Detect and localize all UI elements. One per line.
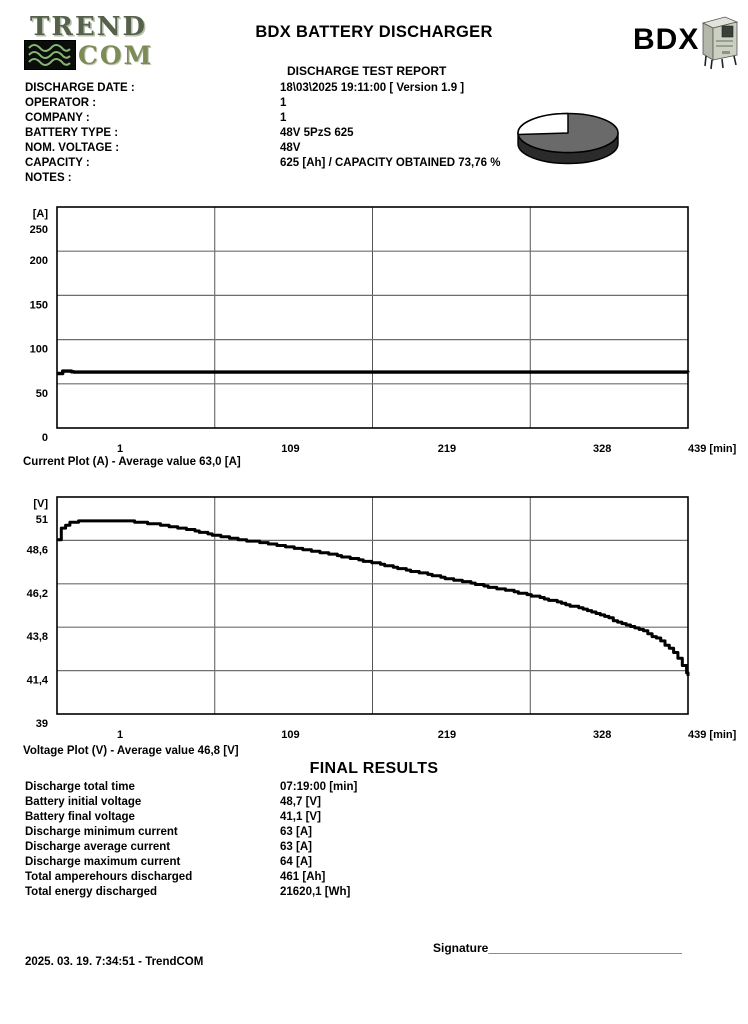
bdx-device-image (698, 14, 740, 75)
result-label: Total amperehours discharged (25, 871, 193, 883)
svg-text:439 [min]: 439 [min] (688, 729, 737, 741)
voltage-plot-chart: [V] 51 48,6 46,2 43,8 41,4 39 1 109 219 328 439 [mi… (27, 496, 737, 741)
info-value: 625 [Ah] / CAPACITY OBTAINED 73,76 % (280, 157, 501, 169)
current-plot-chart: [A] 250 200 150 100 50 0 1 109 219 328 439 [min] (30, 206, 737, 455)
info-row-company: COMPANY : 1 (25, 111, 500, 126)
svg-text:1: 1 (117, 729, 123, 741)
info-row-battery-type: BATTERY TYPE : 48V 5PzS 625 (25, 126, 500, 141)
voltage-plot-caption: Voltage Plot (V) - Average value 46,8 [V… (23, 745, 239, 757)
info-label: COMPANY : (25, 112, 90, 124)
signature-line: Signature_____________________________ (433, 941, 682, 955)
result-row-total-time: Discharge total time 07:19:00 [min] (25, 780, 357, 795)
svg-text:1: 1 (117, 443, 123, 455)
report-info-table: DISCHARGE DATE : 18\03\2025 19:11:00 [ Ve… (25, 81, 500, 186)
svg-text:328: 328 (593, 729, 611, 741)
svg-text:[V]: [V] (33, 498, 48, 510)
info-row-operator: OPERATOR : 1 (25, 96, 500, 111)
result-label: Discharge minimum current (25, 826, 178, 838)
info-value: 48V 5PzS 625 (280, 127, 354, 139)
result-value: 41,1 [V] (280, 811, 321, 823)
svg-text:150: 150 (30, 299, 48, 311)
svg-text:50: 50 (36, 388, 48, 400)
result-label: Discharge average current (25, 841, 171, 853)
info-row-notes: NOTES : (25, 171, 500, 186)
trendcom-waves-icon (24, 40, 76, 70)
svg-text:51: 51 (36, 514, 48, 526)
svg-text:41,4: 41,4 (27, 675, 49, 687)
result-value: 07:19:00 [min] (280, 781, 358, 793)
bdx-brand-text: BDX (633, 23, 700, 56)
current-plot-caption: Current Plot (A) - Average value 63,0 [A… (23, 456, 241, 468)
svg-text:250: 250 (30, 224, 48, 236)
svg-text:48,6: 48,6 (27, 544, 48, 556)
result-value: 63 [A] (280, 826, 312, 838)
svg-text:43,8: 43,8 (27, 631, 48, 643)
info-value: 1 (280, 112, 287, 124)
result-label: Discharge maximum current (25, 856, 181, 868)
result-value: 21620,1 [Wh] (280, 886, 351, 898)
info-label: CAPACITY : (25, 157, 90, 169)
result-value: 64 [A] (280, 856, 312, 868)
trendcom-logo-trend-text: TREND (30, 12, 148, 42)
svg-text:219: 219 (438, 443, 456, 455)
svg-text:109: 109 (281, 443, 299, 455)
result-row-amperehours: Total amperehours discharged 461 [Ah] (25, 870, 357, 885)
info-label: NOTES : (25, 172, 72, 184)
result-label: Total energy discharged (25, 886, 158, 898)
result-label: Battery initial voltage (25, 796, 142, 808)
info-label: DISCHARGE DATE : (25, 82, 135, 94)
trendcom-logo-com-text: COM (78, 41, 154, 70)
info-value: 48V (280, 142, 301, 154)
footer-timestamp: 2025. 03. 19. 7:34:51 - TrendCOM (25, 956, 204, 968)
result-label: Battery final voltage (25, 811, 135, 823)
info-label: BATTERY TYPE : (25, 127, 119, 139)
svg-text:109: 109 (281, 729, 299, 741)
svg-text:328: 328 (593, 443, 611, 455)
svg-text:0: 0 (42, 432, 48, 444)
svg-text:[A]: [A] (33, 208, 49, 220)
result-value: 63 [A] (280, 841, 312, 853)
capacity-pie-chart (517, 112, 619, 165)
info-row-nom-voltage: NOM. VOLTAGE : 48V (25, 141, 500, 156)
info-value: 18\03\2025 19:11:00 [ Version 1.9 ] (280, 82, 465, 94)
result-row-min-current: Discharge minimum current 63 [A] (25, 825, 357, 840)
svg-text:439 [min]: 439 [min] (688, 443, 737, 455)
svg-text:100: 100 (30, 344, 48, 356)
result-row-final-voltage: Battery final voltage 41,1 [V] (25, 810, 357, 825)
trendcom-logo: TREND COM (22, 10, 151, 72)
info-row-discharge-date: DISCHARGE DATE : 18\03\2025 19:11:00 [ Ve… (25, 81, 500, 96)
svg-text:219: 219 (438, 729, 456, 741)
info-label: NOM. VOLTAGE : (25, 142, 120, 154)
info-row-capacity: CAPACITY : 625 [Ah] / CAPACITY OBTAINED 7… (25, 156, 500, 171)
svg-text:46,2: 46,2 (27, 588, 48, 600)
final-results-title: FINAL RESULTS (309, 760, 439, 777)
result-value: 461 [Ah] (280, 871, 326, 883)
page-title: BDX BATTERY DISCHARGER (255, 23, 493, 41)
result-label: Discharge total time (25, 781, 135, 793)
result-row-max-current: Discharge maximum current 64 [A] (25, 855, 357, 870)
report-subtitle: DISCHARGE TEST REPORT (287, 64, 447, 78)
result-row-energy: Total energy discharged 21620,1 [Wh] (25, 885, 357, 900)
final-results-table: Discharge total time 07:19:00 [min] Batte… (25, 780, 357, 900)
result-row-initial-voltage: Battery initial voltage 48,7 [V] (25, 795, 357, 810)
info-value: 1 (280, 97, 287, 109)
result-value: 48,7 [V] (280, 796, 321, 808)
svg-text:39: 39 (36, 718, 48, 730)
info-label: OPERATOR : (25, 97, 97, 109)
svg-text:200: 200 (30, 255, 48, 267)
result-row-avg-current: Discharge average current 63 [A] (25, 840, 357, 855)
